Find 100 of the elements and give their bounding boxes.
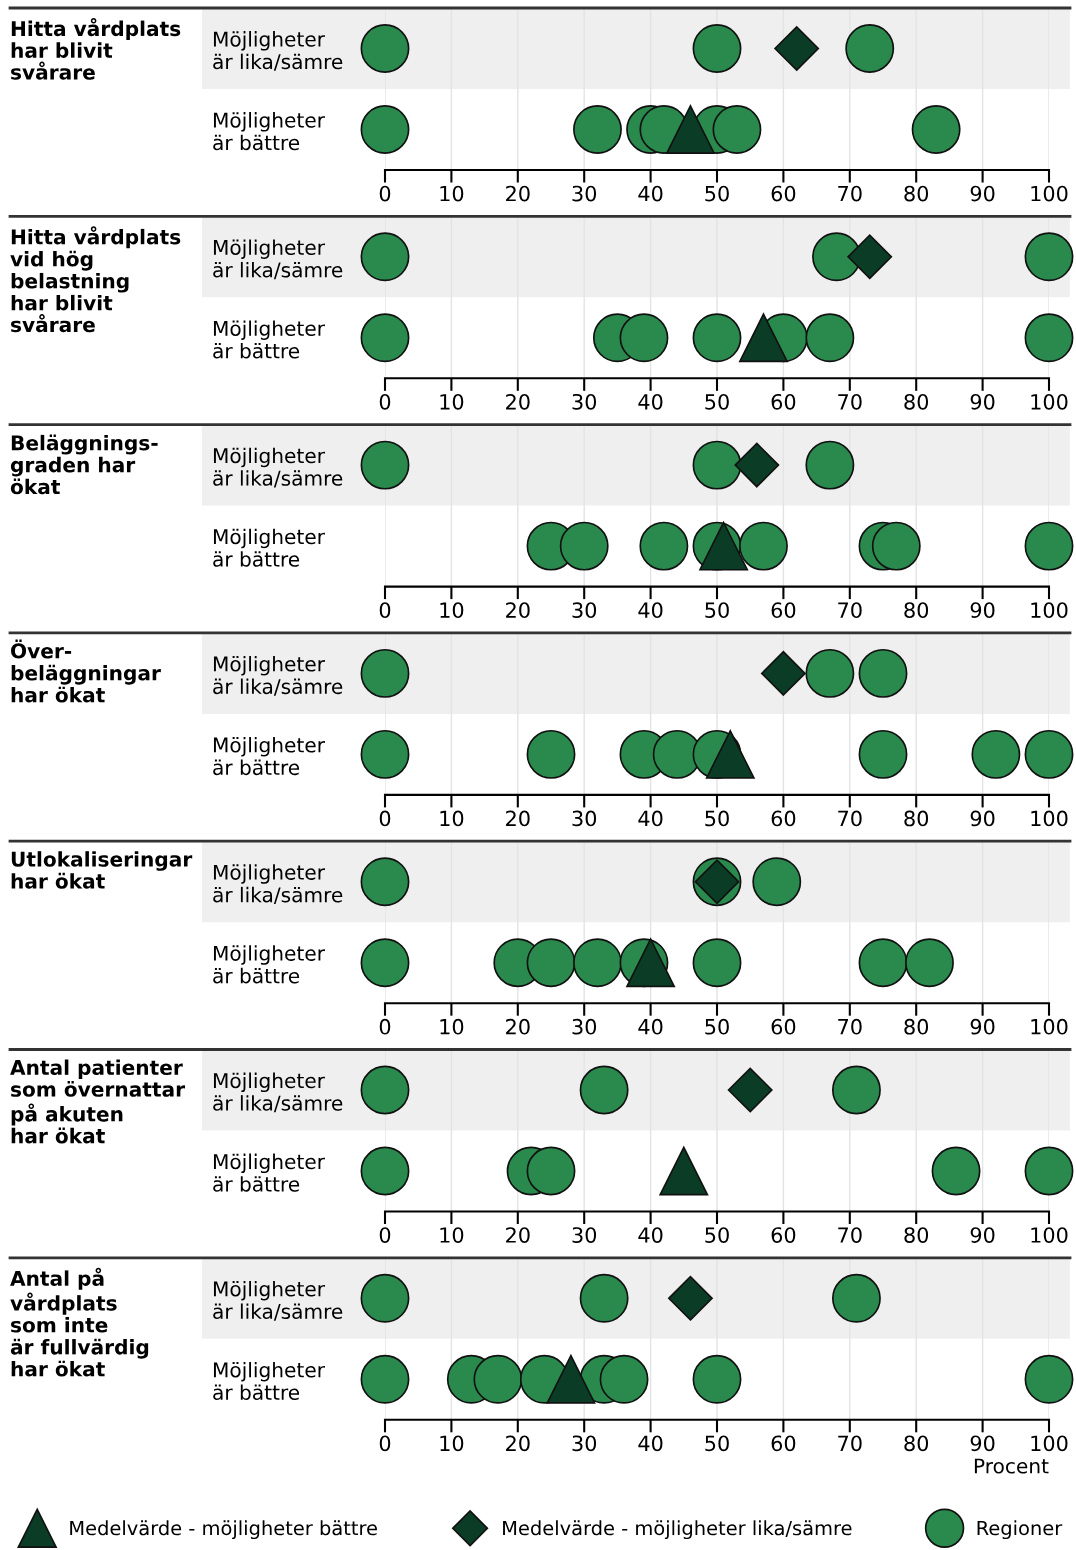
x-tick-label: 60 — [771, 1227, 796, 1243]
legend-label: Medelvärde - möjligheter bättre — [70, 1520, 377, 1540]
y-tick-label: Möjligheter är lika/sämre — [213, 864, 343, 905]
x-tick-label: 40 — [638, 1435, 663, 1452]
x-tick-label: 90 — [970, 1435, 995, 1452]
y-tick-label: Möjligheter är bättre — [213, 945, 325, 984]
x-tick-label: 0 — [379, 1018, 391, 1035]
x-tick-label: 0 — [379, 185, 391, 202]
x-tick-label: 10 — [440, 1227, 464, 1243]
x-tick-label: 100 — [1031, 1018, 1068, 1035]
x-tick-label: 20 — [506, 602, 530, 618]
legend-label: Medelvärde - möjligheter lika/sämre — [503, 1520, 852, 1540]
x-tick-label: 60 — [771, 602, 796, 618]
x-tick-label: 100 — [1031, 602, 1068, 618]
x-tick-label: 40 — [638, 185, 663, 202]
y-tick-label: Möjligheter är bättre — [213, 528, 325, 567]
y-tick-label: Möjligheter är lika/sämre — [213, 1072, 343, 1113]
text: Hitta vårdplats vid hög belastning har blivit svårare — [10, 226, 181, 333]
x-tick-label: 60 — [771, 393, 796, 410]
x-tick-label: 100 — [1031, 1435, 1068, 1452]
x-tick-label: 0 — [379, 1227, 391, 1243]
x-tick-label: 70 — [838, 1435, 862, 1452]
x-tick-label: 10 — [440, 393, 464, 410]
x-tick-label: 100 — [1031, 1227, 1068, 1243]
x-tick-label: 80 — [904, 810, 929, 827]
x-tick-label: 50 — [705, 185, 729, 202]
x-tick-label: 80 — [904, 1018, 929, 1035]
x-tick-label: 20 — [506, 1227, 530, 1243]
x-tick-label: 70 — [838, 602, 862, 618]
x-tick-label: 70 — [838, 393, 862, 410]
x-tick-label: 30 — [572, 810, 597, 827]
x-tick-label: 10 — [440, 1435, 464, 1452]
x-tick-label: 10 — [440, 602, 464, 618]
x-tick-label: 90 — [970, 185, 995, 202]
x-tick-label: 20 — [506, 185, 530, 202]
text: Beläggnings- graden har ökat — [10, 434, 158, 495]
x-tick-label: 70 — [838, 185, 862, 202]
x-tick-label: 40 — [638, 1227, 663, 1243]
y-tick-label: Möjligheter är lika/sämre — [213, 31, 343, 71]
x-tick-label: 50 — [705, 1018, 729, 1035]
x-axis-title: Procent — [974, 1458, 1049, 1474]
x-tick-label: 60 — [771, 1435, 796, 1452]
x-tick-label: 40 — [638, 810, 663, 827]
x-tick-label: 30 — [572, 1435, 597, 1452]
x-tick-label: 100 — [1031, 185, 1068, 202]
x-tick-label: 40 — [638, 1018, 663, 1035]
x-tick-label: 0 — [379, 1435, 391, 1452]
text: Utlokaliseringar har ökat — [11, 851, 193, 889]
x-tick-label: 90 — [970, 1227, 995, 1243]
x-tick-label: 60 — [771, 810, 796, 827]
x-tick-label: 20 — [506, 1435, 530, 1452]
x-tick-label: 20 — [506, 393, 530, 410]
y-tick-label: Möjligheter är bättre — [213, 737, 325, 776]
x-tick-label: 70 — [838, 1018, 862, 1035]
y-tick-label: Möjligheter är bättre — [213, 1361, 325, 1401]
x-tick-label: 30 — [572, 1227, 597, 1243]
y-tick-label: Möjligheter är bättre — [213, 1153, 325, 1192]
x-tick-label: 90 — [970, 393, 995, 410]
x-tick-label: 100 — [1031, 810, 1068, 827]
x-tick-label: 80 — [904, 1227, 929, 1243]
x-tick-label: 0 — [379, 810, 391, 827]
x-tick-label: 90 — [970, 810, 995, 827]
text: Över- beläggningar har ökat — [11, 639, 161, 703]
x-tick-label: 80 — [904, 602, 929, 618]
x-tick-label: 80 — [904, 393, 929, 410]
x-tick-label: 0 — [379, 602, 391, 618]
x-tick-label: 60 — [771, 185, 796, 202]
x-tick-label: 30 — [572, 185, 597, 202]
x-tick-label: 30 — [572, 1018, 597, 1035]
legend-label: Regioner — [977, 1520, 1063, 1540]
x-tick-label: 30 — [572, 602, 597, 618]
y-tick-label: Möjligheter är lika/sämre — [213, 239, 343, 280]
y-tick-label: Möjligheter är lika/sämre — [213, 1280, 343, 1321]
x-tick-label: 40 — [638, 602, 663, 618]
x-tick-label: 10 — [440, 185, 464, 202]
x-tick-label: 50 — [705, 810, 729, 827]
x-tick-label: 80 — [904, 1435, 929, 1452]
x-tick-label: 90 — [970, 1018, 995, 1035]
x-tick-label: 70 — [838, 1227, 862, 1243]
x-tick-label: 10 — [440, 1018, 464, 1035]
x-tick-label: 50 — [705, 602, 729, 618]
x-tick-label: 90 — [970, 602, 995, 618]
text: Hitta vårdplats har blivit svårare — [11, 18, 181, 80]
x-tick-label: 20 — [506, 810, 530, 827]
text: Antal patienter som övernattar på akuten har ökat — [10, 1059, 186, 1144]
y-tick-label: Möjligheter är bättre — [213, 320, 325, 359]
x-tick-label: 10 — [440, 810, 464, 827]
y-tick-label: Möjligheter är bättre — [213, 112, 325, 151]
text: Antal på vårdplats som inte är fullvärdig har ökat — [10, 1267, 149, 1377]
y-tick-label: Möjligheter är lika/sämre — [213, 656, 343, 696]
x-tick-label: 20 — [506, 1018, 530, 1035]
x-tick-label: 80 — [904, 185, 929, 202]
x-tick-label: 50 — [705, 1227, 729, 1243]
y-tick-label: Möjligheter är lika/sämre — [213, 447, 343, 488]
x-tick-label: 50 — [705, 393, 729, 410]
x-tick-label: 30 — [572, 393, 597, 410]
x-tick-label: 100 — [1031, 393, 1068, 410]
x-tick-label: 40 — [638, 393, 663, 410]
x-tick-label: 70 — [838, 810, 862, 827]
x-tick-label: 50 — [705, 1435, 729, 1452]
